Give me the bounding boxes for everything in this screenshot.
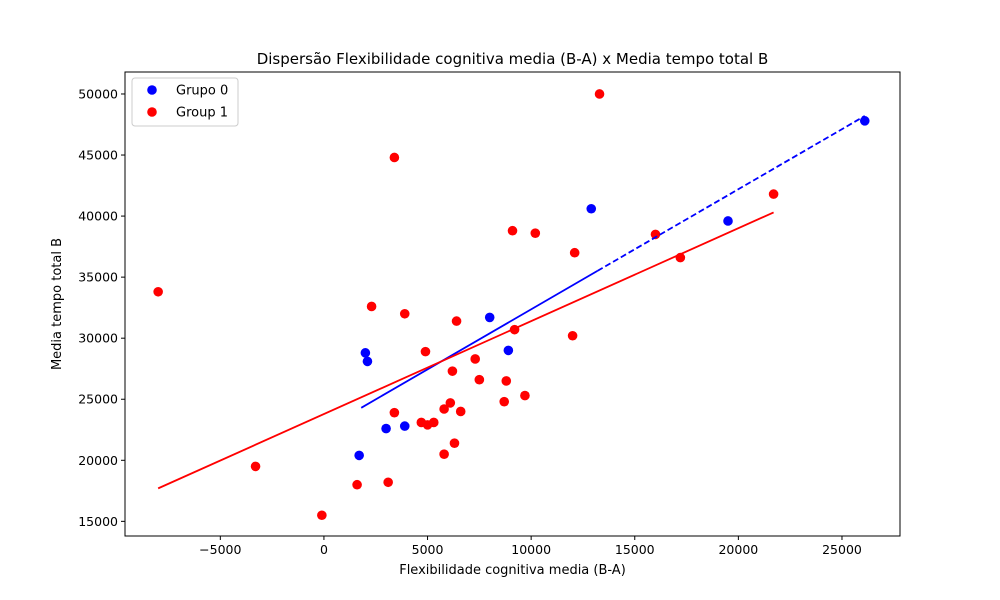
y-tick-label: 40000 [78, 209, 118, 224]
plot-frame [124, 71, 901, 537]
trend-line-0 [360, 270, 598, 409]
data-point-1 [366, 301, 377, 312]
data-point-1 [153, 286, 163, 297]
x-tick-label: 0 [320, 542, 328, 557]
legend-marker-0 [147, 85, 157, 95]
x-tick-label: 25000 [822, 542, 862, 557]
axis-ticks: −5000 0 5000 10000 15000 20000 25000 15000 20000… [78, 86, 862, 557]
data-point-1 [445, 398, 456, 408]
data-point-1 [520, 390, 530, 401]
trend-line-1 [157, 211, 774, 490]
data-point-1 [439, 449, 449, 459]
data-point-1 [567, 330, 578, 341]
y-tick-label: 20000 [78, 453, 118, 468]
y-axis-label: Media tempo total B [50, 238, 65, 370]
data-point-0 [354, 450, 364, 461]
data-point-1 [507, 225, 518, 236]
data-point-1 [594, 89, 605, 99]
data-point-1 [447, 366, 458, 376]
plot-area [124, 71, 901, 537]
data-point-0 [362, 356, 373, 367]
data-point-1 [389, 407, 400, 418]
data-point-1 [474, 374, 485, 385]
data-point-1 [449, 438, 460, 449]
x-tick-label: 10000 [511, 542, 551, 557]
data-point-1 [389, 152, 400, 163]
legend-label-1: Group 1 [176, 106, 228, 121]
data-point-0 [360, 348, 371, 358]
trend-line-dashed-0 [597, 115, 866, 272]
data-point-0 [381, 423, 391, 434]
data-point-1 [470, 354, 481, 364]
legend-marker-1 [147, 107, 157, 117]
x-tick-label: 15000 [615, 542, 655, 557]
y-tick-label: 50000 [78, 86, 118, 101]
data-point-1 [451, 316, 462, 326]
chart-title: Dispersão Flexibilidade cognitiva media … [257, 50, 769, 68]
y-tick-label: 25000 [78, 392, 118, 407]
data-point-1 [428, 417, 439, 428]
data-point-1 [317, 510, 327, 521]
data-point-1 [383, 477, 393, 488]
y-tick-label: 35000 [78, 270, 118, 285]
data-point-1 [455, 406, 466, 417]
data-point-1 [250, 461, 261, 472]
data-point-0 [586, 203, 597, 214]
data-point-1 [530, 228, 541, 238]
data-point-1 [439, 404, 449, 414]
data-point-0 [484, 312, 495, 323]
x-axis-label: Flexibilidade cognitiva media (B-A) [399, 563, 626, 578]
y-tick-label: 45000 [78, 148, 118, 163]
legend-box [131, 77, 239, 127]
data-point-1 [569, 247, 580, 258]
y-tick-label: 30000 [78, 331, 118, 346]
y-tick-label: 15000 [78, 514, 118, 529]
data-point-1 [499, 396, 510, 407]
data-point-0 [503, 345, 514, 356]
data-point-1 [501, 376, 512, 386]
data-point-0 [399, 421, 410, 431]
data-point-1 [768, 189, 779, 199]
x-tick-label: 5000 [412, 542, 444, 557]
data-point-1 [650, 229, 661, 240]
legend-label-0: Grupo 0 [176, 84, 228, 99]
legend: Grupo 0 Group 1 [131, 77, 239, 127]
data-point-1 [352, 479, 362, 490]
data-point-1 [420, 346, 431, 357]
x-tick-label: 20000 [718, 542, 758, 557]
x-tick-label: −5000 [199, 542, 241, 557]
data-point-1 [399, 308, 410, 319]
data-point-0 [723, 216, 733, 226]
data-point-0 [859, 116, 870, 126]
